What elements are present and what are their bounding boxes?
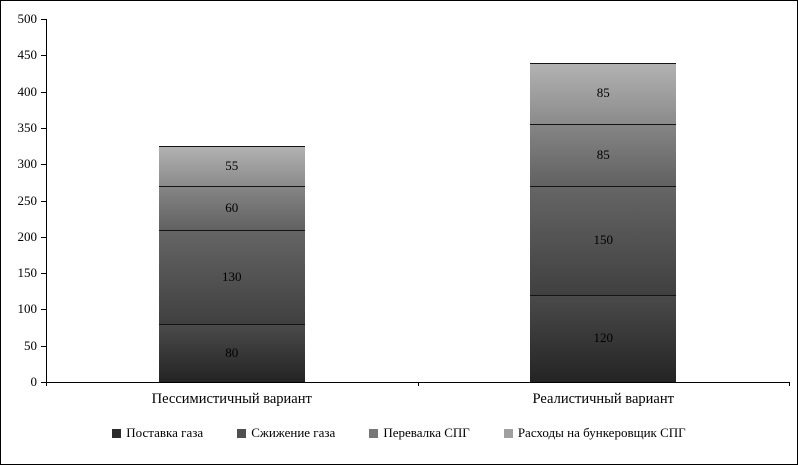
- y-tick-mark: [41, 19, 46, 20]
- category-label: Реалистичный вариант: [532, 391, 674, 407]
- legend-item: Перевалка СПГ: [369, 425, 470, 441]
- y-tick-label: 500: [17, 11, 38, 26]
- segment-value-label: 80: [225, 344, 239, 360]
- y-tick-mark: [41, 345, 46, 347]
- legend-label: Перевалка СПГ: [383, 425, 470, 440]
- segment-value-label: 130: [222, 268, 242, 284]
- bar-segment: [158, 146, 305, 186]
- segment-value-label: 60: [225, 199, 239, 215]
- bar-segment: [158, 185, 305, 230]
- y-tick-label: 100: [17, 301, 38, 317]
- legend-label: Сжижение газа: [251, 425, 336, 440]
- y-axis-line: [46, 19, 47, 382]
- y-tick-label: 450: [17, 47, 38, 63]
- y-tick-label: 50: [24, 337, 37, 353]
- category-label: Пессимистичный вариант: [151, 391, 312, 407]
- y-tick-mark: [41, 164, 46, 166]
- segment-value-label: 85: [596, 147, 610, 163]
- y-tick-mark: [41, 309, 46, 311]
- legend-label: Расходы на бункеровщик СПГ: [517, 425, 686, 440]
- x-tick-mark: [46, 382, 47, 386]
- legend-item: Расходы на бункеровщик СПГ: [503, 425, 686, 441]
- legend-swatch: [503, 428, 513, 438]
- y-tick-mark: [41, 273, 46, 275]
- y-tick-mark: [41, 382, 46, 383]
- legend-label: Поставка газа: [126, 425, 204, 440]
- legend: Поставка газа Сжижение газа Перевалка СПГ Р…: [1, 425, 797, 441]
- bar-segment: [530, 62, 677, 125]
- segment-value-label: 85: [596, 85, 610, 101]
- bar-segment: [158, 323, 305, 382]
- x-tick-mark: [417, 382, 419, 386]
- bar-segment: [158, 229, 305, 324]
- y-tick-label: 400: [17, 83, 38, 99]
- legend-swatch: [237, 428, 247, 438]
- bar-segment: [530, 185, 677, 295]
- bar-segment: [530, 124, 677, 186]
- y-tick-label: 150: [17, 265, 38, 281]
- legend-item: Сжижение газа: [237, 425, 335, 441]
- y-tick-mark: [41, 200, 46, 202]
- x-tick-mark: [789, 382, 790, 386]
- y-tick-mark: [41, 236, 46, 238]
- segment-value-label: 120: [593, 330, 614, 346]
- y-tick-label: 300: [17, 156, 38, 172]
- legend-swatch: [112, 428, 122, 438]
- y-tick-mark: [41, 127, 46, 129]
- y-tick-label: 350: [17, 119, 38, 135]
- segment-value-label: 55: [225, 158, 239, 173]
- y-tick-mark: [41, 91, 46, 93]
- y-tick-label: 0: [30, 374, 38, 389]
- y-tick-mark: [41, 55, 46, 57]
- y-tick-label: 250: [17, 192, 38, 208]
- legend-item: Поставка газа: [112, 425, 203, 441]
- bar-segment: [530, 294, 677, 382]
- legend-swatch: [369, 428, 379, 438]
- y-tick-label: 200: [17, 228, 38, 244]
- segment-value-label: 150: [593, 232, 614, 248]
